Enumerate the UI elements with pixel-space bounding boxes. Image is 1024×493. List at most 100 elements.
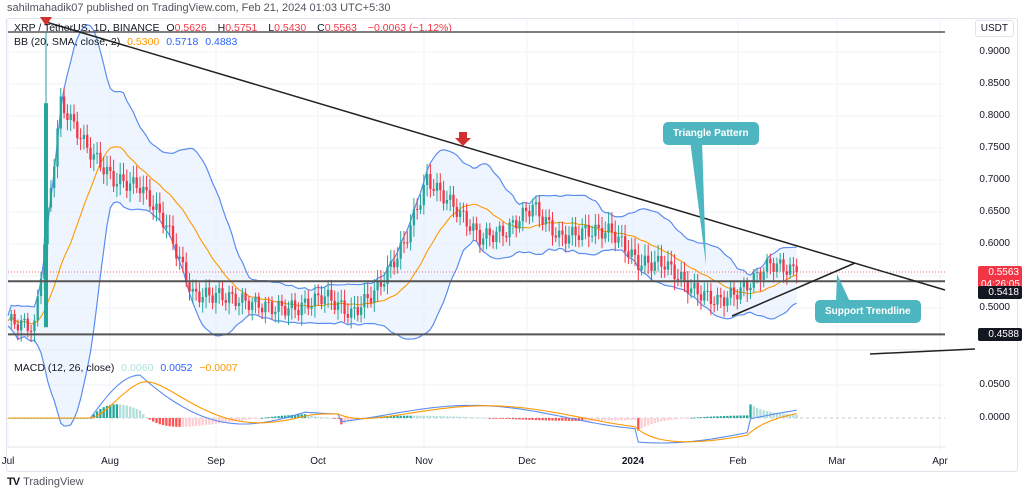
macd-histogram-bar [119, 404, 122, 418]
candle-body [95, 152, 99, 155]
candle-body [541, 216, 544, 225]
macd-histogram-bar [313, 416, 317, 418]
candle-body [211, 295, 214, 303]
candle-body [363, 294, 366, 308]
candle-body [293, 300, 297, 310]
macd-histogram-bar [204, 418, 208, 426]
candle-body [627, 251, 630, 257]
macd-histogram-bar [406, 415, 409, 418]
macd-histogram-bar [746, 415, 749, 418]
macd-histogram-bar [452, 416, 455, 418]
candle-body [600, 227, 604, 239]
candle-body [49, 188, 53, 208]
macd-histogram-bar [333, 418, 336, 419]
candle-body [218, 288, 221, 294]
macd-histogram-bar [541, 418, 544, 421]
candle-body [201, 296, 204, 303]
macd-histogram-bar [320, 417, 323, 418]
currency-button[interactable]: USDT [974, 20, 1014, 37]
candle-body [683, 271, 686, 281]
macd-legend[interactable]: MACD (12, 26, close) 0.0060 0.0052 −0.00… [14, 362, 242, 374]
candle-body [432, 188, 435, 191]
candle-body [251, 302, 254, 311]
candle-body [498, 225, 501, 232]
macd-histogram-bar [251, 418, 254, 420]
macd-histogram-bar [676, 418, 680, 419]
candle-body [713, 303, 716, 305]
bb-legend[interactable]: BB (20, SMA, close, 2) 0.5300 0.5718 0.4… [14, 36, 241, 48]
chart-frame[interactable] [6, 18, 1018, 472]
macd-histogram-bar [138, 410, 142, 418]
candle-body [429, 174, 432, 189]
macd-histogram-bar [749, 404, 752, 418]
symbol-name[interactable]: XRP / TetherUS, 1D, BINANCE [14, 22, 160, 34]
candle-body [284, 305, 287, 316]
down-arrow-marker-icon [40, 17, 52, 26]
macd-histogram-bar [145, 417, 148, 418]
time-label: Feb [729, 456, 747, 467]
candle-body [511, 220, 515, 223]
candle-body [231, 292, 234, 294]
macd-histogram-bar [660, 418, 663, 422]
candle-body [462, 210, 465, 212]
candle-body [442, 190, 445, 204]
macd-histogram-bar [323, 417, 326, 419]
candle-body [759, 272, 762, 280]
macd-histogram-bar [475, 417, 478, 419]
candle-body [779, 259, 782, 264]
candle-body [333, 300, 336, 310]
candle-body [581, 228, 584, 240]
bollinger-lower-band [7, 201, 797, 427]
tradingview-brand: TradingView [23, 476, 84, 488]
macd-histogram-bar [449, 416, 452, 418]
candle-body [693, 282, 696, 289]
macd-histogram-bar [277, 416, 280, 418]
macd-histogram-bar [478, 417, 482, 419]
candle-body [241, 293, 244, 303]
candle-body [617, 236, 620, 243]
candle-body [610, 223, 614, 232]
macd-histogram-bar [614, 418, 617, 421]
tradingview-footer[interactable]: TV TradingView [7, 476, 84, 488]
candle-body [82, 134, 86, 140]
candle-body [376, 281, 379, 291]
time-label: Jul [1, 456, 15, 467]
macd-histogram-bar [188, 418, 191, 427]
candle-body [36, 296, 39, 321]
candle-body [350, 308, 353, 318]
macd-histogram-bar [458, 416, 462, 418]
macd-histogram-bar [491, 418, 495, 419]
candle-body [346, 314, 350, 318]
triangle-callout-pointer [690, 140, 706, 265]
candle-body [29, 330, 33, 332]
candle-body [185, 262, 188, 283]
macd-histogram-bar [102, 407, 105, 418]
support-trendline-callout[interactable]: Support Trendline [815, 300, 921, 323]
macd-histogram-bar [122, 404, 125, 418]
bollinger-upper-band [7, 24, 797, 316]
candle-body [419, 205, 422, 210]
macd-tick: 0.0500 [979, 379, 1010, 390]
triangle-pattern-callout[interactable]: Triangle Pattern [663, 122, 759, 145]
macd-histogram-bar [425, 415, 429, 418]
candle-body [663, 266, 666, 270]
candle-body [330, 289, 333, 301]
macd-histogram-bar [597, 418, 600, 421]
candle-body [614, 231, 617, 243]
candle-body [640, 265, 643, 271]
macd-histogram-bar [109, 404, 112, 418]
macd-histogram-bar [462, 416, 465, 418]
macd-label: MACD (12, 26, close) [14, 362, 115, 374]
macd-histogram-bar [482, 417, 485, 419]
macd-histogram-bar [693, 417, 696, 419]
symbol-legend[interactable]: XRP / TetherUS, 1D, BINANCE O0.5626 H0.5… [14, 22, 452, 34]
macd-histogram-bar [752, 406, 755, 418]
candle-body [739, 287, 742, 300]
candle-body [287, 308, 290, 316]
candle-body [125, 180, 128, 191]
support-level-badge: 0.4588 [978, 328, 1022, 341]
macd-histogram-bar [465, 417, 468, 418]
candle-body [359, 307, 363, 315]
macd-histogram-bar [696, 417, 699, 419]
